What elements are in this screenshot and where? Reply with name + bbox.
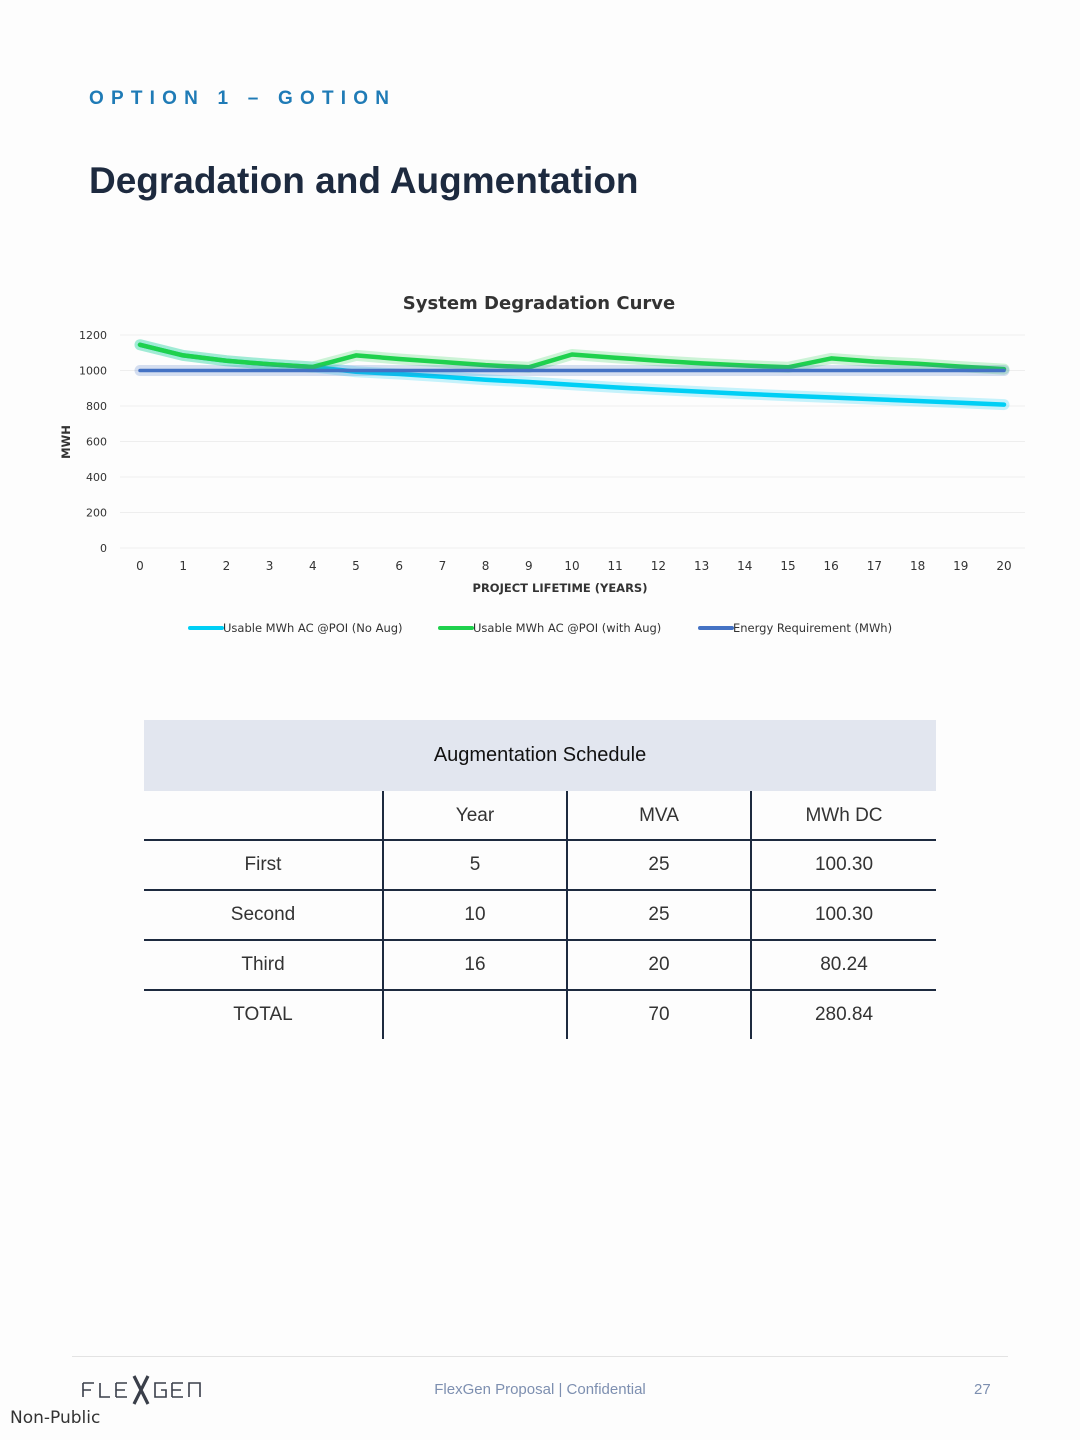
x-tick-label: 20: [996, 559, 1011, 573]
row-label: First: [144, 840, 383, 891]
footer-divider: [72, 1356, 1008, 1357]
cell-mwh-dc: 100.30: [750, 840, 936, 891]
x-tick-label: 9: [525, 559, 533, 573]
augmentation-schedule-table: Augmentation Schedule Year MVA MWh DC Fi…: [144, 720, 936, 1039]
page-title: Degradation and Augmentation: [89, 160, 639, 201]
x-tick-label: 0: [136, 559, 144, 573]
y-tick-label: 800: [86, 400, 107, 413]
cell-mwh-dc: 280.84: [750, 990, 936, 1039]
y-tick-label: 1000: [79, 365, 107, 378]
row-label: Second: [144, 890, 383, 941]
section-kicker: OPTION 1 – GOTION: [89, 88, 397, 109]
header-mva: MVA: [566, 791, 751, 841]
y-tick-label: 400: [86, 471, 107, 484]
x-tick-label: 16: [824, 559, 839, 573]
series-line: [137, 342, 1007, 372]
table-row-total: TOTAL 70 280.84: [144, 990, 936, 1039]
table-header-row: Year MVA MWh DC: [144, 791, 936, 841]
x-tick-label: 11: [608, 559, 623, 573]
flexgen-logo: [82, 1375, 201, 1405]
x-tick-label: 15: [780, 559, 795, 573]
legend-label: Usable MWh AC @POI (No Aug): [223, 621, 403, 635]
header-year: Year: [382, 791, 567, 841]
cell-year: [382, 990, 567, 1039]
table-row: First 5 25 100.30: [144, 840, 936, 891]
table-row: Third 16 20 80.24: [144, 940, 936, 991]
header-blank: [144, 791, 383, 841]
x-tick-label: 1: [179, 559, 187, 573]
row-label: Third: [144, 940, 383, 991]
classification-label: Non-Public: [10, 1408, 101, 1428]
legend-label: Usable MWh AC @POI (with Aug): [473, 621, 661, 635]
x-tick-label: 12: [651, 559, 666, 573]
cell-mva: 25: [566, 890, 751, 941]
x-axis-label: PROJECT LIFETIME (YEARS): [473, 581, 648, 595]
cell-mva: 70: [566, 990, 751, 1039]
cell-year: 5: [382, 840, 567, 891]
x-tick-label: 2: [223, 559, 231, 573]
row-label: TOTAL: [233, 1004, 293, 1025]
legend-label: Energy Requirement (MWh): [733, 621, 892, 635]
table-caption: Augmentation Schedule: [144, 720, 936, 791]
x-tick-label: 18: [910, 559, 925, 573]
cell-mva: 25: [566, 840, 751, 891]
header-mwh-dc: MWh DC: [750, 791, 936, 841]
cell-year: 10: [382, 890, 567, 941]
cell-mva: 20: [566, 940, 751, 991]
cell-mwh-dc: 80.24: [750, 940, 936, 991]
x-tick-label: 3: [266, 559, 274, 573]
x-tick-label: 17: [867, 559, 882, 573]
x-tick-label: 14: [737, 559, 752, 573]
y-tick-label: 200: [86, 507, 107, 520]
degradation-chart: System Degradation Curve0200400600800100…: [59, 293, 1025, 635]
chart-title: System Degradation Curve: [403, 293, 675, 314]
x-tick-label: 6: [395, 559, 403, 573]
x-tick-label: 10: [564, 559, 579, 573]
y-tick-label: 600: [86, 436, 107, 449]
y-axis-label: MWH: [59, 425, 73, 459]
table-row: Second 10 25 100.30: [144, 890, 936, 941]
y-tick-label: 0: [100, 542, 107, 555]
page-number: 27: [974, 1381, 991, 1398]
x-tick-label: 7: [439, 559, 447, 573]
x-tick-label: 13: [694, 559, 709, 573]
cell-mwh-dc: 100.30: [750, 890, 936, 941]
x-tick-label: 5: [352, 559, 360, 573]
x-tick-label: 4: [309, 559, 317, 573]
x-tick-label: 8: [482, 559, 490, 573]
x-tick-label: 19: [953, 559, 968, 573]
y-tick-label: 1200: [79, 329, 107, 342]
cell-year: 16: [382, 940, 567, 991]
footer-confidential: FlexGen Proposal | Confidential: [434, 1381, 646, 1398]
